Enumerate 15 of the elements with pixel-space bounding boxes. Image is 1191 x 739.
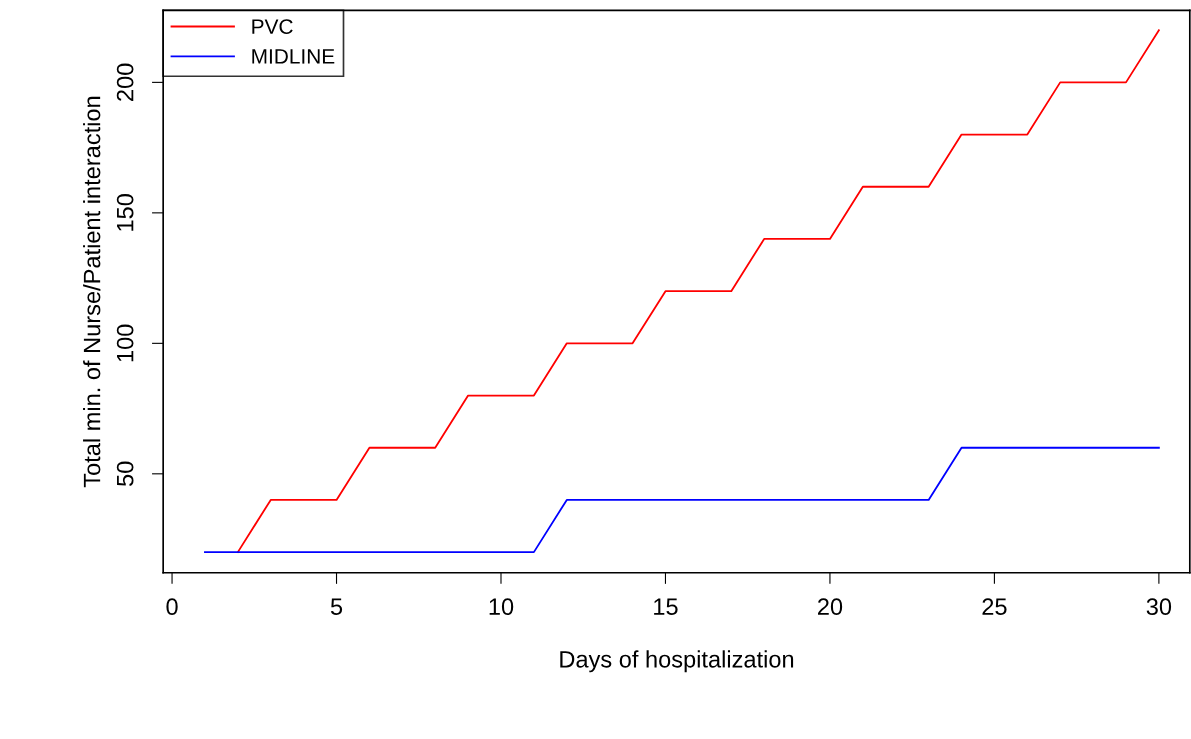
x-axis-title: Days of hospitalization — [560, 650, 794, 673]
x-tick-label: 30 — [1146, 598, 1172, 616]
legend-label: PVC — [252, 19, 293, 34]
x-tick-label: 15 — [654, 598, 678, 616]
x-tick-label: 25 — [982, 598, 1007, 616]
legend-label: MIDLINE — [252, 49, 335, 64]
x-tick-label: 20 — [818, 598, 843, 616]
x-tick-label: 10 — [489, 598, 514, 616]
y-tick-label: 50 — [116, 461, 134, 486]
y-tick-label: 100 — [116, 324, 134, 362]
y-axis-title: Total min. of Nurse/Patient interaction — [83, 96, 101, 488]
x-tick-label: 5 — [330, 598, 343, 616]
y-tick-label: 150 — [116, 194, 134, 231]
y-tick-label: 200 — [116, 63, 134, 101]
x-tick-label: 0 — [166, 598, 178, 616]
